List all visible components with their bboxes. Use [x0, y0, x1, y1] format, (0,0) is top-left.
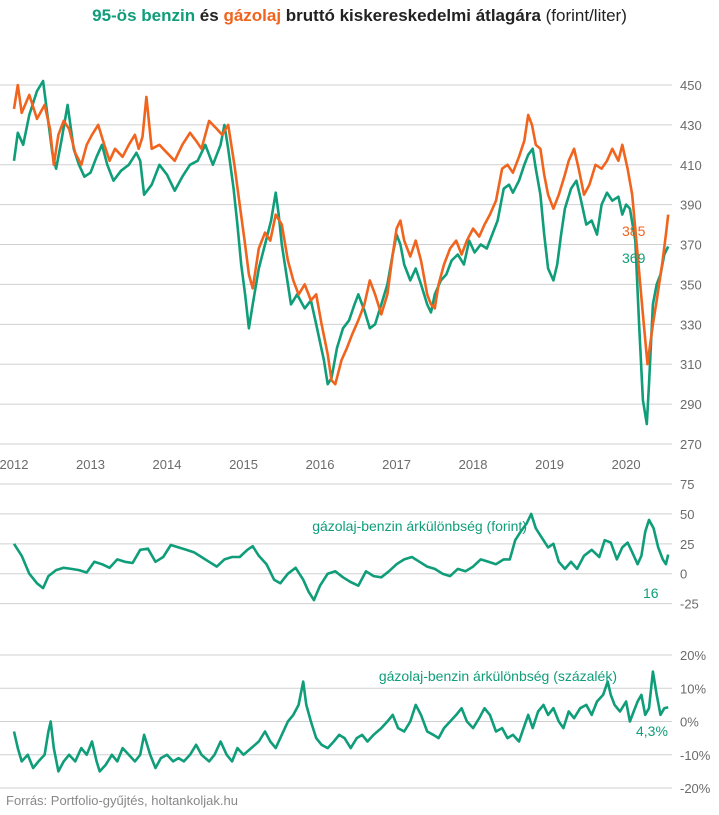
title-benzin: 95-ös benzin [92, 6, 196, 25]
difference-percent-title: gázolaj-benzin árkülönbség (százalék) [379, 668, 617, 684]
difference-percent-line [12, 670, 669, 773]
y-tick-label: -10% [680, 748, 711, 763]
title-unit: (forint/liter) [540, 6, 627, 25]
difference-forint-end-label: 16 [643, 585, 659, 601]
x-tick-label: 2014 [153, 457, 182, 472]
y-tick-label: 290 [680, 397, 702, 412]
y-tick-label: -20% [680, 781, 711, 796]
x-tick-label: 2013 [76, 457, 105, 472]
y-tick-label: 450 [680, 78, 702, 93]
y-tick-label: 10% [680, 681, 706, 696]
x-tick-label: 2017 [382, 457, 411, 472]
difference-percent-end-label: 4,3% [636, 723, 668, 739]
title-es: és [195, 6, 224, 25]
title-gazolaj: gázolaj [223, 6, 282, 25]
x-tick-label: 2015 [229, 457, 258, 472]
y-tick-label: 50 [680, 507, 694, 522]
y-tick-label: 330 [680, 317, 702, 332]
gazolaj-end-label: 385 [622, 223, 646, 239]
source-note: Forrás: Portfolio-gyűjtés, holtankoljak.… [6, 793, 238, 808]
y-tick-label: 20% [680, 648, 706, 663]
x-tick-label: 2020 [612, 457, 641, 472]
benzin-line [12, 79, 670, 426]
y-tick-label: 370 [680, 238, 702, 253]
x-tick-label: 2018 [459, 457, 488, 472]
x-tick-label: 2016 [306, 457, 335, 472]
y-tick-label: 75 [680, 477, 694, 492]
y-tick-label: -25 [680, 597, 699, 612]
gazolaj-line [12, 83, 670, 386]
difference-forint-line [12, 512, 670, 602]
x-tick-label: 2019 [535, 457, 564, 472]
chart-title: 95-ös benzin és gázolaj bruttó kiskeresk… [0, 6, 719, 26]
y-tick-label: 410 [680, 158, 702, 173]
benzin-end-label: 369 [622, 250, 646, 266]
title-rest: bruttó kiskereskedelmi átlagára [281, 6, 541, 25]
difference-forint-title: gázolaj-benzin árkülönbség (forint) [312, 518, 527, 534]
y-tick-label: 430 [680, 118, 702, 133]
y-tick-label: 0% [680, 715, 699, 730]
y-tick-label: 310 [680, 357, 702, 372]
y-tick-label: 25 [680, 537, 694, 552]
y-tick-label: 270 [680, 437, 702, 452]
y-tick-label: 350 [680, 277, 702, 292]
y-tick-label: 390 [680, 198, 702, 213]
y-tick-label: 0 [680, 567, 687, 582]
x-tick-label: 2012 [0, 457, 28, 472]
